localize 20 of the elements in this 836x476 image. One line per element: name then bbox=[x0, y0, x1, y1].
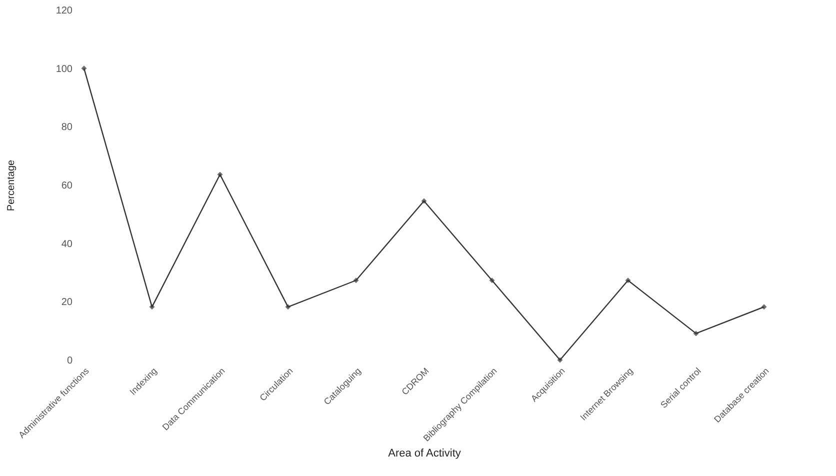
point bbox=[149, 304, 155, 310]
y-tick-label: 20 bbox=[61, 297, 73, 308]
y-tick-label: 40 bbox=[61, 238, 73, 250]
y-tick-label: 0 bbox=[66, 356, 73, 366]
y-tick-label: 80 bbox=[61, 122, 73, 134]
point bbox=[625, 278, 631, 284]
point bbox=[353, 278, 359, 284]
y-tick-label: 120 bbox=[56, 6, 73, 16]
x-axis-title: Area of Activity bbox=[388, 447, 462, 460]
point bbox=[81, 66, 87, 72]
point bbox=[217, 172, 223, 178]
point bbox=[285, 304, 291, 310]
y-axis-title: Percentage bbox=[6, 159, 17, 212]
point bbox=[761, 304, 767, 310]
y-tick-label: 100 bbox=[56, 64, 73, 75]
point bbox=[421, 198, 427, 204]
y-tick-label: 60 bbox=[61, 180, 73, 192]
point bbox=[557, 357, 563, 363]
point bbox=[489, 278, 495, 284]
point bbox=[693, 330, 699, 336]
